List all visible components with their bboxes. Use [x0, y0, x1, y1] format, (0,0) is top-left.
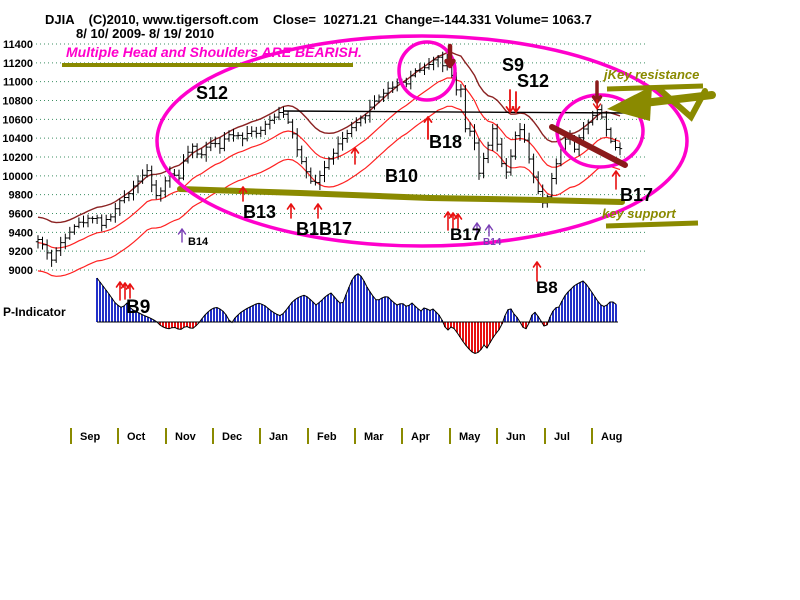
y-axis-label: 9400 [9, 227, 33, 239]
candlesticks [35, 51, 623, 267]
signal-label-B9: B9 [126, 297, 150, 318]
date-range: 8/ 10/ 2009- 8/ 19/ 2010 [76, 26, 215, 41]
support-trendline [177, 186, 625, 205]
head-shoulders-ellipse [397, 40, 457, 102]
y-axis-label: 9000 [9, 265, 33, 277]
y-axis-label: 10400 [2, 133, 33, 145]
month-label: Aug [601, 431, 622, 443]
up-arrow-red [125, 283, 135, 299]
y-axis-label: 10000 [2, 171, 33, 183]
y-axis-label: 9800 [9, 190, 33, 202]
down-arrow-red [511, 91, 521, 113]
signal-arrows [115, 43, 621, 301]
up-arrow-red [532, 261, 542, 282]
down-arrow-red [592, 99, 602, 110]
signal-label-S12: S12 [196, 83, 228, 103]
lower-band-line [37, 105, 621, 277]
month-label: Sep [80, 431, 100, 443]
up-arrow-red [286, 203, 296, 219]
month-label: Feb [317, 431, 337, 443]
month-label: Dec [222, 431, 242, 443]
signal-label-B13: B13 [243, 202, 276, 222]
up-arrow-purple [177, 228, 187, 243]
y-axis-label: 10600 [2, 114, 33, 126]
up-arrow-red [313, 203, 323, 219]
y-axis-label: 9600 [9, 209, 33, 221]
signal-label-B1B17: B1B17 [296, 219, 352, 239]
month-label: Mar [364, 431, 384, 443]
signal-label-B10: B10 [385, 166, 418, 186]
signal-label-S12: S12 [517, 71, 549, 91]
month-axis: Sep Oct Nov Dec Jan Feb Mar Apr May Jun Jul Aug [70, 428, 622, 444]
olive-arrow-flourish [655, 85, 708, 122]
signal-label-B18: B18 [429, 132, 462, 152]
indicator-envelope [96, 273, 617, 355]
olive-underline [606, 83, 704, 92]
up-arrow-red [453, 213, 463, 229]
annotation-ellipses [155, 34, 689, 248]
signal-label-B17: B17 [620, 185, 653, 205]
month-label: Apr [411, 431, 431, 443]
maroon-downtrend-line [549, 124, 628, 168]
signal-label-B14: B14 [483, 237, 502, 248]
head-shoulders-ellipse [155, 34, 689, 248]
indicator-negative-bars [159, 322, 548, 354]
signal-label-B8: B8 [536, 278, 558, 297]
y-axis-label: 10800 [2, 96, 33, 108]
indicator-histogram [96, 273, 618, 355]
down-arrow-maroon [444, 43, 456, 69]
olive-annotations [62, 63, 716, 229]
candlesticks-path [35, 51, 623, 267]
month-label: Jun [506, 431, 526, 443]
down-arrow-maroon [591, 80, 603, 104]
y-axis-label: 11200 [3, 58, 33, 70]
y-axis-label: 9200 [9, 246, 33, 258]
month-label: Oct [127, 431, 146, 443]
month-label: Jan [269, 431, 288, 443]
y-axis: 11400 11200 11000 10800 10600 10400 10200 10000… [2, 39, 33, 277]
up-arrow-red [115, 281, 125, 301]
signal-label-B14: B14 [188, 236, 209, 248]
key-resistance-label: jKey resistance [604, 67, 700, 82]
upper-band-line [37, 51, 621, 224]
key-support-label: key support [602, 206, 676, 221]
signal-label-B17: B17 [450, 225, 481, 244]
olive-arrow-head [607, 86, 652, 121]
symbol-header: DJIA (C)2010, www.tigersoft.com Close= 1… [45, 12, 592, 27]
up-arrow-red [350, 147, 360, 165]
up-arrow-red [423, 116, 433, 140]
signal-label-S9: S9 [502, 55, 524, 75]
p-indicator-label: P-Indicator [3, 305, 66, 319]
resistance-line [282, 110, 633, 114]
up-arrow-purple [484, 224, 494, 237]
month-label: Nov [175, 431, 197, 443]
y-axis-label: 11000 [3, 77, 33, 89]
indicator-positive-bars [96, 273, 617, 322]
y-axis-label: 10200 [2, 152, 33, 164]
up-arrow-red [611, 170, 621, 190]
analysis-title: Multiple Head and Shoulders ARE BEARISH. [66, 44, 362, 60]
y-axis-label: 11400 [3, 39, 33, 51]
up-arrow-red [238, 186, 248, 202]
olive-underline [605, 220, 699, 229]
month-label: Jul [554, 431, 570, 443]
month-label: May [459, 431, 481, 443]
up-arrow-purple [472, 222, 482, 235]
